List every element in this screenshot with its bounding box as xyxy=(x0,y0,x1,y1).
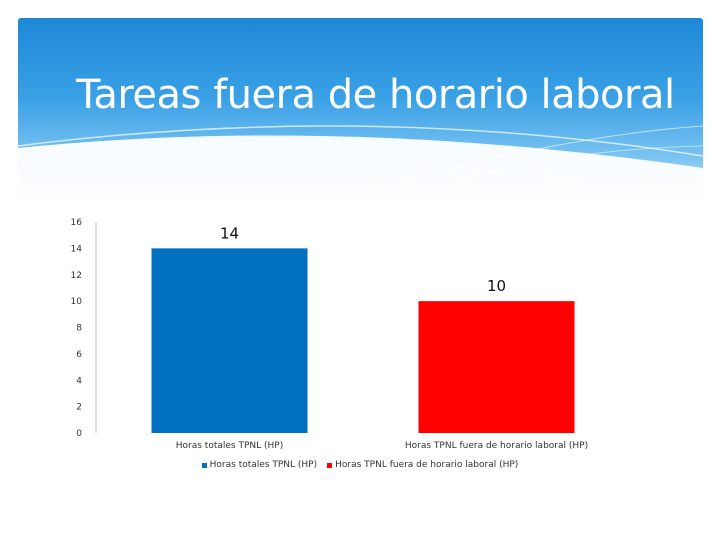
bar-2 xyxy=(418,301,575,433)
y-tick-label: 6 xyxy=(76,350,82,360)
banner-wave-decoration xyxy=(18,125,703,198)
y-tick-label: 10 xyxy=(71,297,83,307)
y-tick-label: 8 xyxy=(76,324,82,334)
title-banner: Tareas fuera de horario laboral xyxy=(18,18,703,198)
legend-label-2: Horas TPNL fuera de horario laboral (HP) xyxy=(335,460,519,470)
data-label-1: 14 xyxy=(220,224,239,242)
y-tick-label: 14 xyxy=(71,244,83,254)
legend-swatch-blue xyxy=(201,462,207,468)
y-tick-label: 2 xyxy=(76,403,82,413)
x-category-label-1: Horas totales TPNL (HP) xyxy=(176,441,283,451)
data-label-2: 10 xyxy=(487,277,506,295)
x-category-label-2: Horas TPNL fuera de horario laboral (HP) xyxy=(405,441,588,451)
legend-item-series-2: Horas TPNL fuera de horario laboral (HP) xyxy=(327,460,518,470)
legend-item-series-1: Horas totales TPNL (HP) xyxy=(201,460,318,470)
y-tick-label: 0 xyxy=(76,429,82,439)
y-tick-label: 4 xyxy=(76,376,82,386)
y-tick-label: 12 xyxy=(71,271,82,281)
bar-1 xyxy=(151,248,308,433)
legend-swatch-red xyxy=(327,462,333,468)
slide-title: Tareas fuera de horario laboral xyxy=(76,72,675,118)
y-tick-label: 16 xyxy=(71,218,83,228)
chart-legend: Horas totales TPNL (HP) Horas TPNL fuera… xyxy=(0,460,720,470)
legend-label-1: Horas totales TPNL (HP) xyxy=(209,460,318,470)
